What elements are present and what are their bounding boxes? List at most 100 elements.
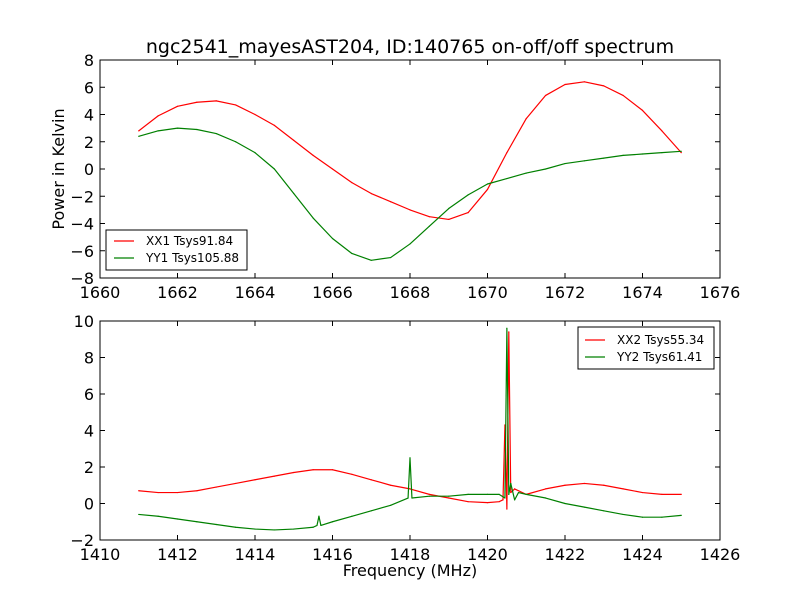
data-point-yy2	[514, 499, 516, 501]
data-point-yy2	[351, 515, 353, 517]
data-point-xx2	[680, 493, 682, 495]
data-point-xx1	[138, 130, 140, 132]
data-point-xx2	[428, 493, 430, 495]
data-point-yy2	[448, 495, 450, 497]
data-point-yy2	[564, 502, 566, 505]
data-point-yy2	[525, 493, 527, 495]
data-point-xx1	[293, 139, 295, 141]
data-point-xx2	[157, 491, 159, 494]
data-point-yy2	[508, 493, 510, 495]
data-point-yy1	[351, 252, 353, 255]
y-tick-label: 0	[84, 160, 94, 179]
y-tick-label: −2	[70, 187, 94, 206]
data-point-yy2	[504, 497, 506, 499]
data-point-xx1	[467, 212, 469, 214]
y-tick-label: −4	[70, 215, 94, 234]
data-point-xx1	[370, 192, 372, 195]
data-point-yy2	[390, 504, 392, 506]
x-tick-label: 1664	[235, 283, 276, 302]
data-point-yy1	[176, 127, 179, 129]
data-point-yy1	[622, 154, 624, 156]
data-point-xx2	[514, 488, 516, 490]
series-group	[138, 81, 682, 261]
x-tick-label: 1426	[700, 545, 741, 564]
data-point-yy2	[583, 506, 585, 508]
data-point-xx1	[448, 218, 450, 221]
x-tick-label: 1424	[622, 545, 663, 564]
data-point-xx1	[409, 209, 411, 211]
data-point-xx2	[293, 471, 295, 474]
data-point-yy1	[428, 225, 430, 227]
y-tick-label: 4	[84, 422, 94, 441]
data-point-xx1	[390, 201, 392, 203]
data-point-yy2	[370, 510, 372, 512]
data-point-xx2	[641, 491, 644, 494]
bottom-subplot: 1410 1412 1414 1416 1418 1420 1422 1424 1426 −2 0 2…	[70, 312, 740, 580]
data-point-yy2	[318, 515, 320, 517]
data-point-yy2	[176, 518, 179, 520]
y-tick-label: 8	[84, 349, 94, 368]
data-point-yy2	[641, 516, 644, 518]
data-point-yy2	[254, 528, 256, 530]
data-point-xx2	[545, 488, 547, 490]
data-point-yy2	[680, 514, 682, 516]
data-point-xx2	[370, 479, 372, 481]
data-point-yy2	[316, 524, 318, 527]
legend-label-xx2: XX2 Tsys55.34	[617, 333, 704, 347]
data-point-yy1	[603, 157, 605, 159]
data-point-yy2	[603, 510, 605, 512]
data-point-yy1	[583, 160, 585, 162]
data-point-yy2	[545, 497, 547, 499]
y-tick-label: 2	[84, 133, 94, 152]
data-point-xx2	[508, 331, 510, 333]
data-point-yy1	[486, 183, 489, 185]
data-point-yy2	[411, 497, 413, 499]
data-point-yy2	[157, 515, 159, 517]
data-point-xx1	[428, 216, 430, 218]
data-point-xx2	[486, 501, 489, 504]
legend-box	[105, 229, 248, 271]
data-point-yy2	[273, 529, 275, 531]
data-point-xx1	[254, 113, 256, 116]
chart-title: ngc2541_mayesAST204, ID:140765 on-off/of…	[146, 36, 674, 58]
y-tick-label: 6	[84, 385, 94, 404]
legend-label-yy1: YY1 Tsys105.88	[145, 251, 239, 265]
data-point-xx1	[622, 94, 624, 97]
data-point-xx1	[506, 152, 508, 154]
data-point-xx2	[506, 508, 508, 510]
x-tick-label: 1418	[390, 545, 431, 564]
data-point-xx2	[564, 484, 566, 486]
data-point-yy2	[517, 491, 520, 494]
x-tick-label: 1414	[235, 545, 276, 564]
y-axis-label: Power in Kelvin	[49, 108, 68, 229]
data-point-xx2	[390, 484, 392, 486]
data-point-yy2	[196, 521, 198, 523]
data-point-xx1	[215, 100, 217, 102]
data-point-xx2	[622, 488, 624, 490]
x-axis-label: Frequency (MHz)	[343, 561, 477, 580]
data-point-xx1	[351, 182, 353, 184]
data-point-yy1	[370, 259, 372, 261]
data-point-xx2	[273, 475, 275, 477]
data-point-xx1	[235, 104, 237, 106]
data-point-yy1	[564, 162, 566, 165]
data-point-yy1	[641, 153, 644, 155]
data-point-xx1	[603, 85, 605, 87]
data-point-yy1	[409, 243, 411, 245]
data-point-yy2	[312, 526, 314, 528]
data-point-xx2	[467, 501, 469, 503]
data-point-yy2	[661, 516, 663, 518]
y-tick-label: −8	[70, 269, 94, 288]
x-tick-label: 1660	[80, 283, 121, 302]
data-point-xx1	[525, 117, 527, 120]
y-tick-label: 4	[84, 106, 94, 125]
data-point-xx2	[176, 491, 179, 494]
data-point-xx1	[273, 124, 275, 126]
data-point-xx1	[661, 130, 663, 132]
data-point-yy1	[390, 256, 392, 259]
data-point-xx1	[680, 152, 682, 154]
data-point-xx2	[215, 486, 217, 488]
data-point-yy2	[510, 482, 512, 485]
data-point-yy2	[138, 513, 140, 516]
data-point-xx1	[583, 81, 585, 83]
